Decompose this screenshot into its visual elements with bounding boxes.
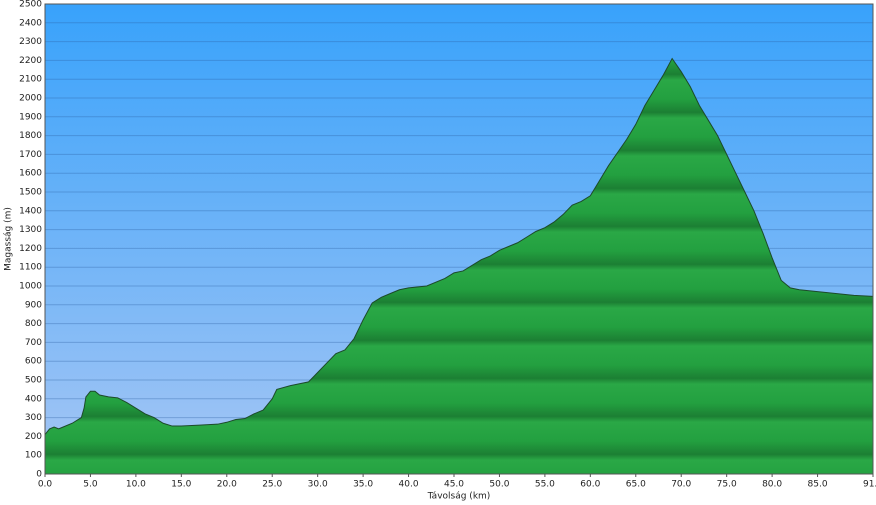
x-tick-label: 60.0 [580, 480, 600, 490]
x-tick-label: 25.0 [262, 480, 282, 490]
x-tick-label: 55.0 [535, 480, 555, 490]
x-tick-label: 70.0 [671, 480, 691, 490]
y-tick-label: 1800 [19, 131, 42, 141]
y-tick-label: 1500 [19, 188, 42, 198]
x-tick-label: 65.0 [626, 480, 646, 490]
x-tick-label: 15.0 [171, 480, 191, 490]
y-tick-label: 1300 [19, 225, 42, 235]
y-tick-label: 2500 [19, 0, 42, 10]
y-tick-label: 100 [25, 451, 42, 461]
x-tick-label: 50.0 [489, 480, 509, 490]
y-tick-label: 1400 [19, 206, 42, 216]
y-tick-label: 1700 [19, 150, 42, 160]
x-tick-label: 30.0 [308, 480, 328, 490]
x-tick-label: 20.0 [217, 480, 237, 490]
y-tick-label: 400 [25, 394, 42, 404]
y-tick-label: 300 [25, 413, 42, 423]
y-tick-label: 1200 [19, 244, 42, 254]
x-tick-label: 75.0 [717, 480, 737, 490]
y-tick-label: 2000 [19, 94, 42, 104]
y-axis-label: Magasság (m) [4, 207, 14, 271]
y-tick-label: 1900 [19, 112, 42, 122]
y-tick-label: 600 [25, 357, 42, 367]
y-tick-label: 0 [36, 470, 42, 480]
x-tick-label: 10.0 [126, 480, 146, 490]
y-tick-label: 200 [25, 432, 42, 442]
y-tick-label: 700 [25, 338, 42, 348]
x-tick-label: 5.0 [83, 480, 98, 490]
x-tick-label: 35.0 [353, 480, 373, 490]
x-tick-label: 80.0 [762, 480, 782, 490]
x-tick-label: 45.0 [444, 480, 464, 490]
y-tick-label: 1000 [19, 282, 42, 292]
y-tick-label: 2300 [19, 37, 42, 47]
y-tick-label: 1600 [19, 169, 42, 179]
elevation-line [44, 57, 874, 435]
x-tick-label: 40.0 [399, 480, 419, 490]
y-tick-label: 1100 [19, 263, 42, 273]
x-tick-label: 85.0 [808, 480, 828, 490]
plot-frame [44, 3, 874, 475]
x-tick-label: 91.1 [863, 480, 876, 490]
x-tick-label: 0.0 [38, 480, 53, 490]
elevation-area [45, 58, 873, 475]
y-tick-label: 800 [25, 319, 42, 329]
x-axis-label: Távolság (km) [427, 492, 491, 502]
y-tick-label: 500 [25, 376, 42, 386]
y-tick-label: 900 [25, 300, 42, 310]
y-tick-label: 2400 [19, 18, 42, 28]
y-tick-label: 2200 [19, 56, 42, 66]
y-tick-label: 2100 [19, 75, 42, 85]
